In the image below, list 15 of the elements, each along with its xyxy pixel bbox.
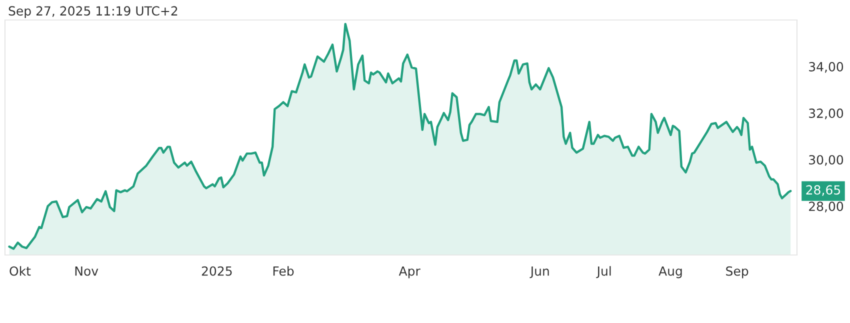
x-tick-label: Nov	[75, 266, 98, 276]
x-tick-label: Jun	[530, 266, 549, 278]
y-tick-label: 30,00	[809, 155, 844, 166]
x-tick-label: Sep	[726, 266, 748, 278]
text: 28,65	[806, 185, 840, 196]
y-tick-label: 32,00	[809, 108, 844, 120]
y-tick-label: 28,00	[809, 202, 844, 212]
x-tick-label: Okt	[10, 266, 31, 276]
x-tick-label: 2025	[202, 266, 232, 276]
x-tick-label: Aug	[658, 266, 682, 278]
x-tick-label: Jul	[596, 266, 611, 278]
x-tick-label: Feb	[273, 266, 294, 276]
y-tick-label: 34,00	[809, 62, 844, 73]
x-tick-label: Apr	[398, 266, 420, 278]
text: Sep 27, 2025 11:19 UTC+2	[8, 6, 178, 18]
